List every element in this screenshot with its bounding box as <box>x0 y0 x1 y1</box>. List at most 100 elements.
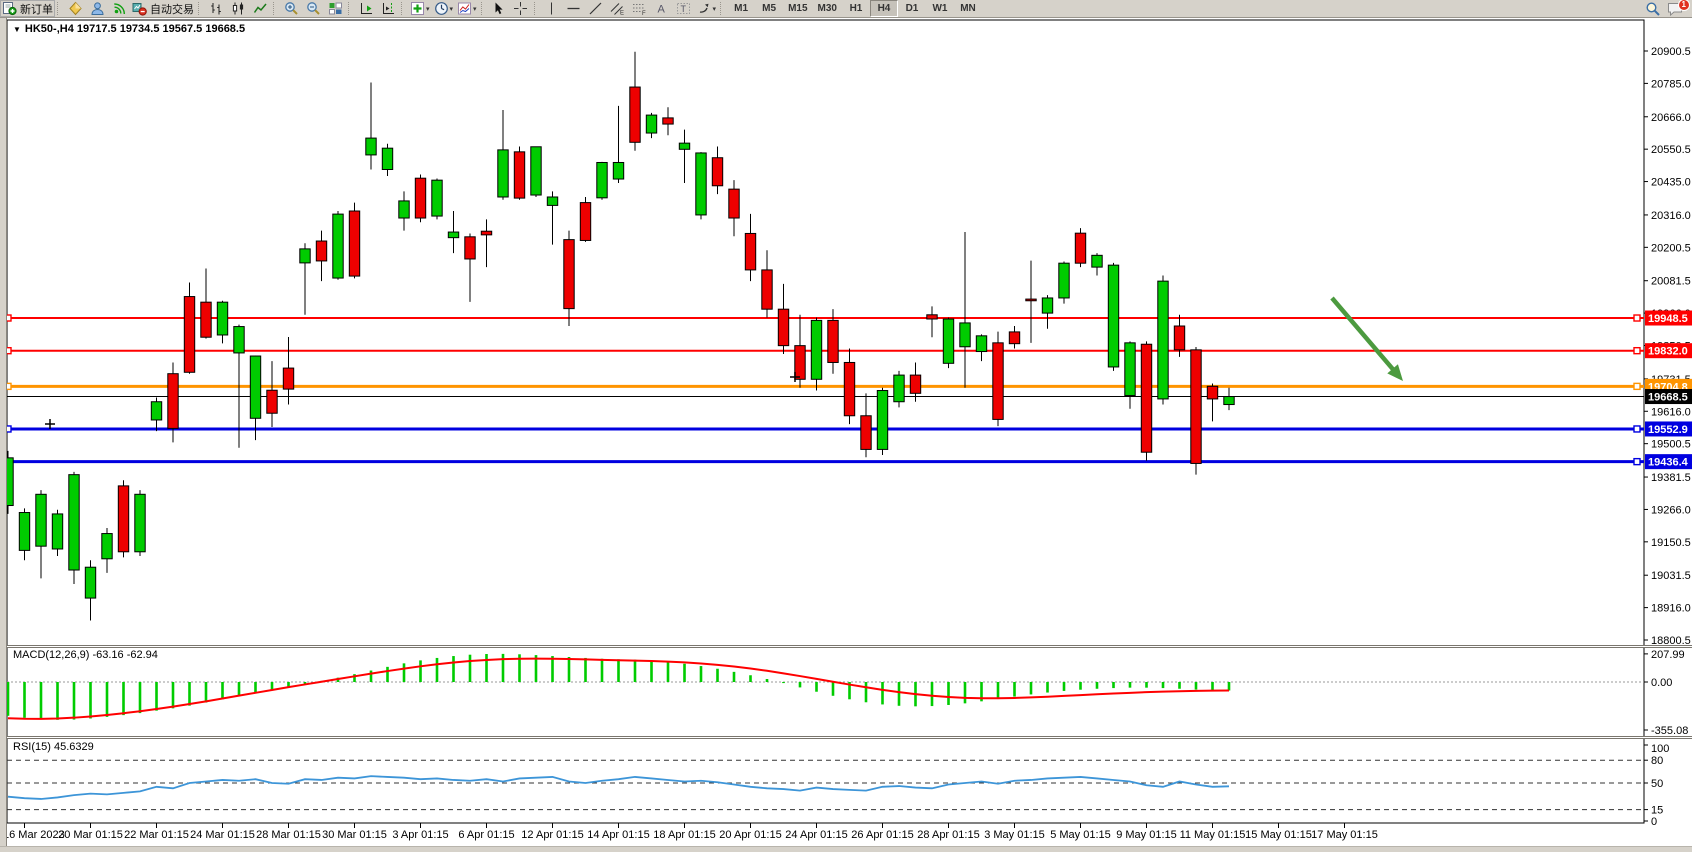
autotrading-button[interactable]: 自动交易 <box>130 0 196 17</box>
chat-button[interactable]: 1 <box>1664 0 1690 17</box>
bar-chart-button[interactable] <box>205 0 227 17</box>
price-tick-label: 20550.5 <box>1651 144 1691 156</box>
macd-histogram-bar <box>815 682 818 692</box>
window-left-edge <box>0 17 7 852</box>
level-handle[interactable] <box>1633 382 1641 391</box>
macd-histogram-bar <box>39 682 43 720</box>
level-handle[interactable] <box>1633 457 1641 466</box>
periods-button[interactable]: ▾ <box>432 0 456 17</box>
macd-histogram-bar <box>848 682 851 700</box>
macd-histogram-bar <box>765 679 769 682</box>
bear-candle <box>513 151 526 199</box>
macd-histogram-bar <box>518 654 521 682</box>
bull-candle <box>1223 396 1235 406</box>
macd-histogram-bar <box>204 682 208 703</box>
macd-histogram-bar <box>897 682 901 706</box>
macd-histogram-bar <box>584 657 587 682</box>
search-button[interactable] <box>1642 0 1664 17</box>
equidistant-channel-button[interactable]: E <box>607 0 629 17</box>
text-label-icon: T <box>676 1 691 16</box>
macd-histogram-bar <box>72 682 76 720</box>
chevron-down-icon[interactable]: ▾ <box>473 5 477 13</box>
signals-button[interactable] <box>108 0 130 17</box>
timeframe-button-m15[interactable]: M15 <box>788 3 808 14</box>
macd-histogram-bar <box>947 682 950 705</box>
bear-candle <box>1190 349 1202 464</box>
collapse-triangle-icon[interactable]: ▼ <box>13 25 21 34</box>
price-level-badge-text: 19832.0 <box>1648 346 1688 358</box>
crosshair-button[interactable] <box>510 0 532 17</box>
candle-chart-button[interactable] <box>227 0 249 17</box>
rsi-scale-label: 80 <box>1651 755 1663 767</box>
community-icon <box>90 1 105 16</box>
price-level-badge-text: 19436.4 <box>1648 457 1689 469</box>
cross-marker[interactable] <box>790 372 800 382</box>
timeframe-button-h4[interactable]: H4 <box>869 0 898 17</box>
vertical-line-icon <box>544 1 559 16</box>
zoom-out-button[interactable] <box>302 0 324 17</box>
level-handle[interactable] <box>1633 314 1641 322</box>
trendline-icon <box>588 1 603 16</box>
macd-histogram-bar <box>270 682 274 691</box>
toolbar-separator <box>57 2 61 15</box>
price-level-badge <box>1645 389 1692 405</box>
bull-candle <box>695 152 707 216</box>
macd-histogram-bar <box>732 671 736 682</box>
templates-button[interactable]: ▾ <box>455 0 479 17</box>
horizontal-line-button[interactable] <box>563 0 585 17</box>
fibonacci-button[interactable]: F <box>629 0 651 17</box>
chevron-down-icon[interactable]: ▾ <box>712 5 717 13</box>
macd-histogram-bar <box>1211 682 1214 691</box>
chevron-down-icon[interactable]: ▾ <box>426 5 430 13</box>
level-handle[interactable] <box>1633 425 1641 433</box>
level-handle[interactable] <box>1633 346 1641 355</box>
timeframe-button-m5[interactable]: M5 <box>762 3 777 14</box>
window-bottom-edge <box>0 846 1692 852</box>
community-button[interactable] <box>86 0 108 17</box>
price-level-badge-text: 19668.5 <box>1648 392 1688 404</box>
macd-histogram-bar <box>1145 682 1148 688</box>
indicators-button[interactable]: ▾ <box>408 0 432 17</box>
metaeditor-button[interactable] <box>64 0 86 17</box>
macd-histogram-bar <box>617 659 620 682</box>
line-chart-button[interactable] <box>249 0 271 17</box>
arrows-button[interactable]: ▾ <box>695 0 719 17</box>
zoom-in-button[interactable] <box>280 0 302 17</box>
macd-histogram-bar <box>1013 682 1016 697</box>
zoom-in-icon <box>284 1 299 16</box>
timeframe-button-w1[interactable]: W1 <box>932 3 948 14</box>
bear-candle <box>909 374 922 394</box>
bull-candle <box>876 390 889 450</box>
trend-arrow-annotation[interactable] <box>1330 296 1399 375</box>
trendline-button[interactable] <box>585 0 607 17</box>
tile-windows-button[interactable] <box>324 0 346 17</box>
timeframe-button-m1[interactable]: M1 <box>734 3 749 14</box>
bear-candle <box>1173 325 1186 351</box>
date-label: 9 May 01:15 <box>1116 829 1177 841</box>
chart-title-text: HK50-,H4 19717.5 19734.5 19567.5 19668.5 <box>24 23 246 35</box>
vertical-line-button[interactable] <box>541 0 563 17</box>
bull-candle <box>398 200 410 219</box>
macd-histogram-bar <box>864 682 868 703</box>
macd-scale-label: 0.00 <box>1651 677 1672 689</box>
trend-arrow-head[interactable] <box>1387 364 1403 381</box>
auto-scroll-button[interactable] <box>355 0 377 17</box>
bear-candle <box>480 230 493 236</box>
macd-histogram-bar <box>1128 682 1132 688</box>
timeframe-button-h1[interactable]: H1 <box>849 3 863 14</box>
chart-shift-button[interactable] <box>377 0 399 17</box>
cursor-button[interactable] <box>488 0 510 17</box>
chart-title: ▼ HK50-,H4 19717.5 19734.5 19567.5 19668.… <box>13 23 245 35</box>
bar-chart-icon <box>209 1 224 16</box>
text-label-button[interactable]: T <box>673 0 695 17</box>
macd-histogram-bar <box>89 682 92 719</box>
timeframe-button-m30[interactable]: M30 <box>817 3 837 14</box>
timeframe-button-d1[interactable]: D1 <box>905 3 919 14</box>
timeframe-button-mn[interactable]: MN <box>960 3 976 14</box>
cross-marker[interactable] <box>45 419 55 429</box>
chevron-down-icon[interactable]: ▾ <box>449 5 454 13</box>
date-label: 24 Apr 01:15 <box>785 829 847 841</box>
new-order-button[interactable]: 新订单 <box>0 0 55 17</box>
text-button[interactable]: A <box>651 0 673 17</box>
date-label: 16 Mar 2023 <box>3 829 65 841</box>
